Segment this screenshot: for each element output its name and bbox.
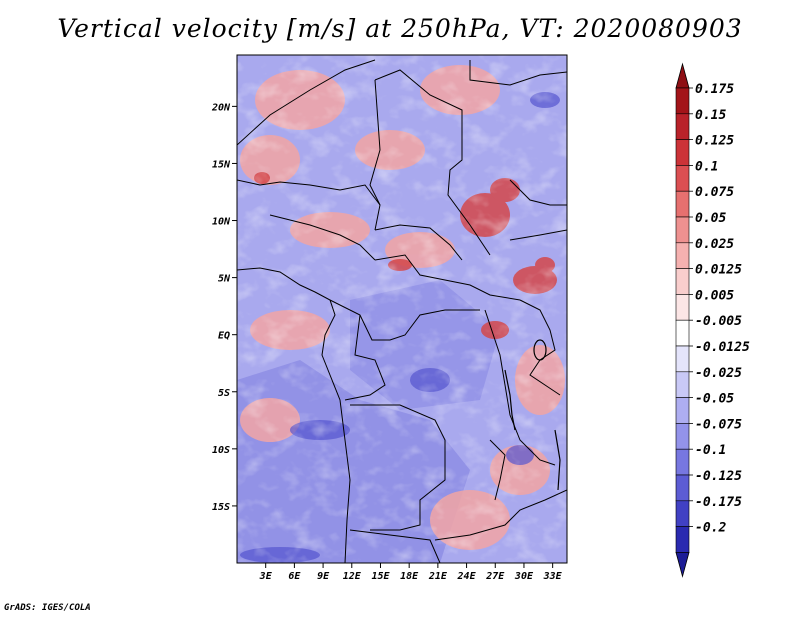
colorbar-label: -0.1 [695,443,726,458]
longitude-axis: 3E 6E 9E 12E 15E 18E 21E 24E 27E 30E 33E [259,563,563,582]
colorbar-swatch [675,294,690,321]
colorbar-swatch [675,242,690,269]
colorbar-label: -0.125 [695,469,742,484]
lon-tick-label: 33E [543,571,563,582]
map-plot-area [237,55,567,563]
lat-tick-label: 5N [218,274,231,285]
lon-tick-label: 27E [485,571,505,582]
colorbar-swatch [675,139,690,166]
colorbar-label: -0.175 [695,495,742,510]
colorbar-swatch [675,423,690,450]
colorbar-swatch [675,448,690,476]
colorbar-swatch [675,190,690,218]
colorbar-swatch [675,397,690,424]
lon-tick-label: 6E [288,571,301,582]
colorbar-swatch [675,500,690,527]
lat-tick-label: 15N [212,159,231,170]
colorbar-label: 0.075 [695,185,734,200]
colorbar-swatch [675,371,690,398]
colorbar-label: 0.025 [695,237,734,252]
lon-tick-label: 15E [371,571,390,582]
colorbar-swatch [675,165,690,192]
lon-tick-label: 24E [457,571,477,582]
latitude-axis: 20N 15N 10N 5N EQ 5S 10S 15S [211,102,237,513]
colorbar-top-arrow [675,62,690,89]
colorbar-label: 0.1 [695,159,718,174]
colorbar-swatch [675,216,690,244]
colorbar-label: 0.0125 [695,263,742,278]
lat-tick-label: 5S [218,388,230,399]
lat-tick-label: 10S [212,445,230,456]
lon-tick-label: 3E [259,571,273,582]
colorbar: 0.175 0.15 0.125 0.1 0.075 0.05 0.025 0.0125 0.0… [675,62,750,578]
lat-tick-label: 10N [212,217,231,228]
lon-tick-label: 21E [428,571,448,582]
colorbar-label: 0.15 [695,108,726,123]
country-borders [237,59,567,563]
colorbar-swatch [675,526,690,553]
lon-tick-label: 9E [317,571,330,582]
colorbar-label: -0.05 [695,392,734,407]
colorbar-label: 0.175 [695,82,734,97]
lat-tick-label: 20N [211,102,231,113]
lon-tick-label: 18E [400,571,419,582]
lat-tick-label: EQ [218,331,230,342]
colorbar-label: -0.2 [695,521,726,536]
lakes [504,339,561,491]
colorbar-label: -0.025 [695,366,742,381]
chart-title: Vertical velocity [m/s] at 250hPa, VT: 2… [57,14,743,43]
grads-credit: GrADS: IGES/COLA [4,603,91,613]
colorbar-swatch [675,474,690,502]
lat-tick-label: 15S [212,502,230,513]
colorbar-label: 0.125 [695,134,734,149]
colorbar-bottom-arrow [675,552,690,578]
map-frame [236,54,568,564]
colorbar-label: -0.005 [695,314,742,329]
colorbar-swatch [675,345,690,373]
colorbar-swatch [675,87,690,115]
colorbar-swatch [675,268,690,295]
field-texture [237,55,567,563]
colorbar-label: 0.005 [695,288,734,303]
colorbar-label: -0.075 [695,417,742,432]
lon-tick-label: 30E [514,571,534,582]
colorbar-label: -0.0125 [695,340,750,355]
colorbar-swatch [675,113,690,140]
colorbar-swatch [675,319,690,347]
colorbar-label: 0.05 [695,211,726,226]
lon-tick-label: 12E [343,571,362,582]
